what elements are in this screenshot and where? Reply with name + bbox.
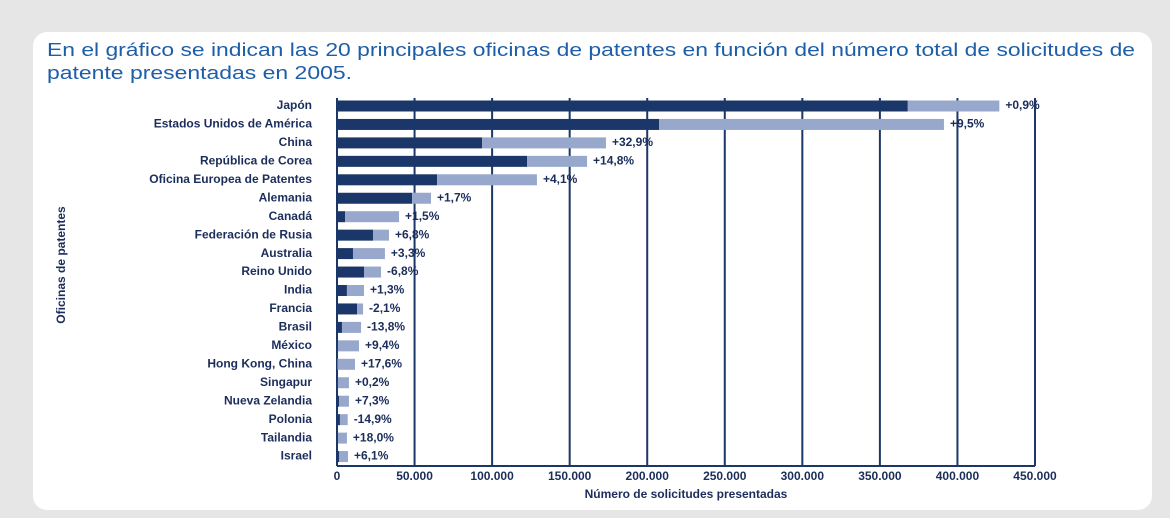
bar-segment: [337, 358, 355, 370]
bar-segment: [337, 432, 338, 444]
y-axis-label: Oficinas de patentes: [54, 206, 68, 324]
x-tick-label: 300.000: [781, 469, 825, 483]
bar-segment: [337, 229, 373, 241]
annotation: +17,6%: [361, 356, 402, 370]
bar-segment: [337, 340, 360, 352]
bar-segment: [337, 211, 346, 223]
x-tick-label: 100.000: [470, 469, 514, 483]
bar-segment: [339, 451, 349, 463]
panel: [33, 32, 1152, 510]
annotation: +6,8%: [395, 227, 430, 241]
bar-segment: [337, 414, 340, 426]
x-tick-label: 450.000: [1013, 469, 1057, 483]
bar-segment: [337, 321, 342, 333]
x-tick-label: 200.000: [626, 469, 670, 483]
bar-segment: [337, 451, 340, 463]
annotation: +1,7%: [437, 190, 472, 204]
category-label: Tailandia: [261, 430, 312, 444]
bar-segment: [337, 155, 528, 167]
annotation: +1,3%: [370, 283, 405, 297]
x-tick-label: 0: [334, 469, 341, 483]
bar-segment: [337, 118, 660, 130]
bar-segment: [341, 321, 362, 333]
bar-segment: [337, 303, 358, 315]
bar-segment: [363, 266, 382, 278]
bar-segment: [357, 303, 364, 315]
category-label: Federación de Rusia: [195, 227, 313, 241]
category-label: India: [284, 283, 312, 297]
category-label: Israel: [281, 449, 312, 463]
bar-segment: [337, 137, 483, 149]
annotation: +7,3%: [355, 393, 390, 407]
category-label: Reino Unido: [241, 264, 312, 278]
bar-segment: [412, 192, 431, 204]
bar-segment: [437, 174, 537, 186]
annotation: +9,4%: [365, 338, 400, 352]
annotation: -14,9%: [354, 412, 392, 426]
annotation: +1,5%: [405, 209, 440, 223]
category-label: Hong Kong, China: [207, 356, 312, 370]
annotation: +0,2%: [355, 375, 390, 389]
category-label: Alemania: [259, 190, 313, 204]
x-tick-label: 350.000: [858, 469, 902, 483]
category-label: Australia: [261, 246, 313, 260]
category-label: Japón: [277, 98, 312, 112]
bar-segment: [337, 248, 353, 260]
x-tick-label: 50.000: [396, 469, 433, 483]
category-label: Polonia: [269, 412, 313, 426]
x-tick-label: 150.000: [548, 469, 592, 483]
category-label: Nueva Zelandia: [224, 393, 312, 407]
bar-segment: [659, 118, 944, 130]
bar-segment: [337, 432, 347, 444]
chart-title: En el gráfico se indican las 20 principa…: [47, 40, 1135, 60]
bar-segment: [337, 266, 364, 278]
category-label: Estados Unidos de América: [154, 117, 313, 131]
annotation: +18,0%: [353, 430, 394, 444]
annotation: +14,8%: [593, 154, 634, 168]
bar-segment: [337, 377, 338, 389]
bar-segment: [337, 377, 349, 389]
x-axis-label: Número de solicitudes presentadas: [585, 487, 788, 501]
bar-segment: [337, 174, 438, 186]
annotation: -6,8%: [387, 264, 419, 278]
bar-segment: [337, 395, 340, 407]
category-label: Oficina Europea de Patentes: [149, 172, 312, 186]
annotation: +3,3%: [391, 246, 426, 260]
category-label: China: [279, 135, 313, 149]
category-label: Canadá: [269, 209, 313, 223]
category-label: República de Corea: [200, 154, 312, 168]
annotation: +32,9%: [612, 135, 653, 149]
bar-segment: [352, 248, 385, 260]
bar-segment: [337, 100, 908, 112]
annotation: +0,9%: [1005, 98, 1040, 112]
bar-segment: [337, 340, 338, 352]
chart-title: patente presentadas en 2005.: [47, 63, 352, 83]
bar-segment: [527, 155, 588, 167]
bar-segment: [337, 285, 347, 296]
bar-segment: [907, 100, 1000, 112]
category-label: Singapur: [260, 375, 312, 389]
annotation: +6,1%: [354, 449, 389, 463]
bar-segment: [337, 192, 413, 204]
x-tick-label: 250.000: [703, 469, 747, 483]
bar-segment: [346, 285, 364, 296]
annotation: +4,1%: [543, 172, 578, 186]
bar-segment: [339, 395, 349, 407]
annotation: -13,8%: [367, 320, 405, 334]
annotation: +9,5%: [950, 117, 985, 131]
category-label: Brasil: [279, 320, 312, 334]
bar-segment: [345, 211, 400, 223]
category-label: Francia: [269, 301, 312, 315]
bar-segment: [339, 414, 348, 426]
category-label: México: [271, 338, 312, 352]
x-tick-label: 400.000: [936, 469, 980, 483]
bar-segment: [482, 137, 606, 149]
bar-segment: [372, 229, 389, 241]
annotation: -2,1%: [369, 301, 401, 315]
